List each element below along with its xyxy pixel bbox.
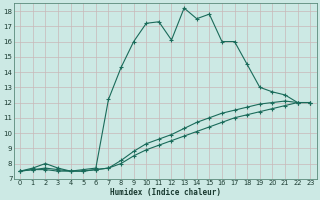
X-axis label: Humidex (Indice chaleur): Humidex (Indice chaleur) xyxy=(110,188,221,197)
